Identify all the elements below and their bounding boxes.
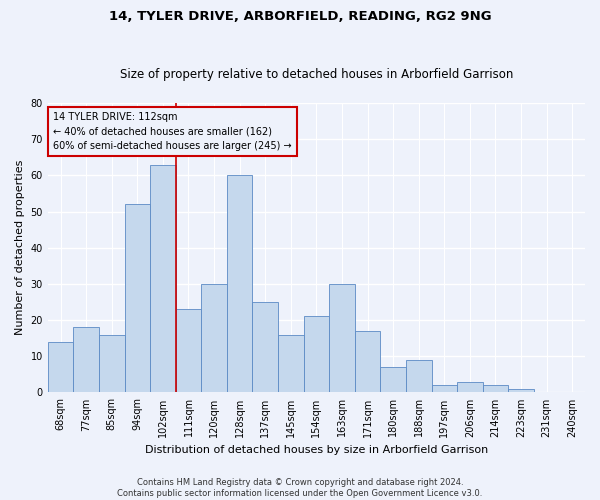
Bar bbox=[457, 382, 482, 392]
Bar bbox=[380, 367, 406, 392]
Bar bbox=[406, 360, 431, 392]
Bar bbox=[329, 284, 355, 393]
Bar bbox=[508, 389, 534, 392]
Text: 14, TYLER DRIVE, ARBORFIELD, READING, RG2 9NG: 14, TYLER DRIVE, ARBORFIELD, READING, RG… bbox=[109, 10, 491, 23]
Bar bbox=[304, 316, 329, 392]
Bar bbox=[73, 328, 99, 392]
Bar bbox=[176, 309, 201, 392]
Bar bbox=[201, 284, 227, 393]
Y-axis label: Number of detached properties: Number of detached properties bbox=[15, 160, 25, 336]
Title: Size of property relative to detached houses in Arborfield Garrison: Size of property relative to detached ho… bbox=[120, 68, 513, 81]
Bar bbox=[99, 334, 125, 392]
Bar bbox=[253, 302, 278, 392]
Text: Contains HM Land Registry data © Crown copyright and database right 2024.
Contai: Contains HM Land Registry data © Crown c… bbox=[118, 478, 482, 498]
Bar bbox=[150, 164, 176, 392]
Bar bbox=[48, 342, 73, 392]
Bar bbox=[431, 385, 457, 392]
Bar bbox=[278, 334, 304, 392]
Bar bbox=[355, 331, 380, 392]
Text: 14 TYLER DRIVE: 112sqm
← 40% of detached houses are smaller (162)
60% of semi-de: 14 TYLER DRIVE: 112sqm ← 40% of detached… bbox=[53, 112, 292, 152]
X-axis label: Distribution of detached houses by size in Arborfield Garrison: Distribution of detached houses by size … bbox=[145, 445, 488, 455]
Bar bbox=[125, 204, 150, 392]
Bar bbox=[482, 385, 508, 392]
Bar bbox=[227, 176, 253, 392]
